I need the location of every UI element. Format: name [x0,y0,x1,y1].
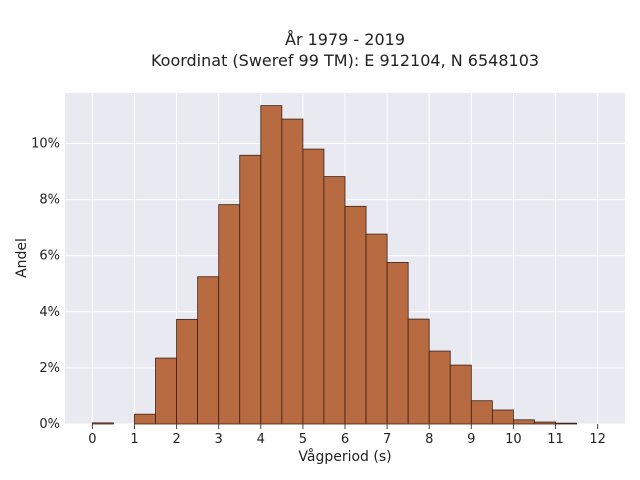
x-tick-label: 1 [130,432,138,447]
y-tick-label: 2% [39,361,60,376]
chart-subtitle: Koordinat (Sweref 99 TM): E 912104, N 65… [151,51,539,70]
histogram-bar [491,409,514,425]
x-tick-label: 9 [467,432,475,447]
histogram-bar [176,318,199,425]
y-axis-label: Andel [14,238,30,278]
y-axis-ticks: 0% 2% 4% 6% 8% 10% [31,136,60,432]
histogram-bar [470,400,493,425]
histogram-bar [323,176,346,425]
y-tick-label: 6% [39,249,60,264]
y-tick-label: 4% [39,305,60,320]
histogram-bar [91,422,114,425]
histogram-bar [365,233,388,425]
x-tick-label: 8 [425,432,433,447]
histogram-bar [239,154,262,425]
x-axis-label: Vågperiod (s) [298,448,391,465]
y-tick-label: 0% [39,417,60,432]
x-tick-label: 6 [341,432,349,447]
histogram-bar [428,350,451,425]
histogram-bar [260,105,283,425]
histogram-bar [386,262,409,425]
x-axis-ticks: 0 1 2 3 4 5 6 7 8 9 10 11 12 [88,424,606,447]
x-tick-label: 3 [215,432,223,447]
x-tick-label: 10 [505,432,522,447]
histogram-bar [534,421,556,425]
x-tick-label: 5 [299,432,307,447]
histogram-bar [134,413,156,425]
histogram-bar [513,419,535,425]
chart-title: År 1979 - 2019 [285,30,405,49]
x-tick-label: 12 [589,432,606,447]
x-tick-label: 0 [88,432,96,447]
histogram-bar [449,364,472,425]
y-tick-label: 8% [39,193,60,208]
histogram-bar [344,205,367,425]
histogram-bar [218,204,241,425]
x-tick-label: 4 [257,432,265,447]
x-tick-label: 7 [383,432,391,447]
histogram-bar [197,276,220,425]
bars [91,105,577,425]
histogram-bar [281,118,304,425]
histogram-bar [155,357,177,425]
histogram-bar [407,318,430,425]
histogram-bar [302,148,325,425]
y-tick-label: 10% [31,136,60,151]
histogram-bar [555,422,577,425]
x-tick-label: 11 [547,432,564,447]
x-tick-label: 2 [172,432,180,447]
